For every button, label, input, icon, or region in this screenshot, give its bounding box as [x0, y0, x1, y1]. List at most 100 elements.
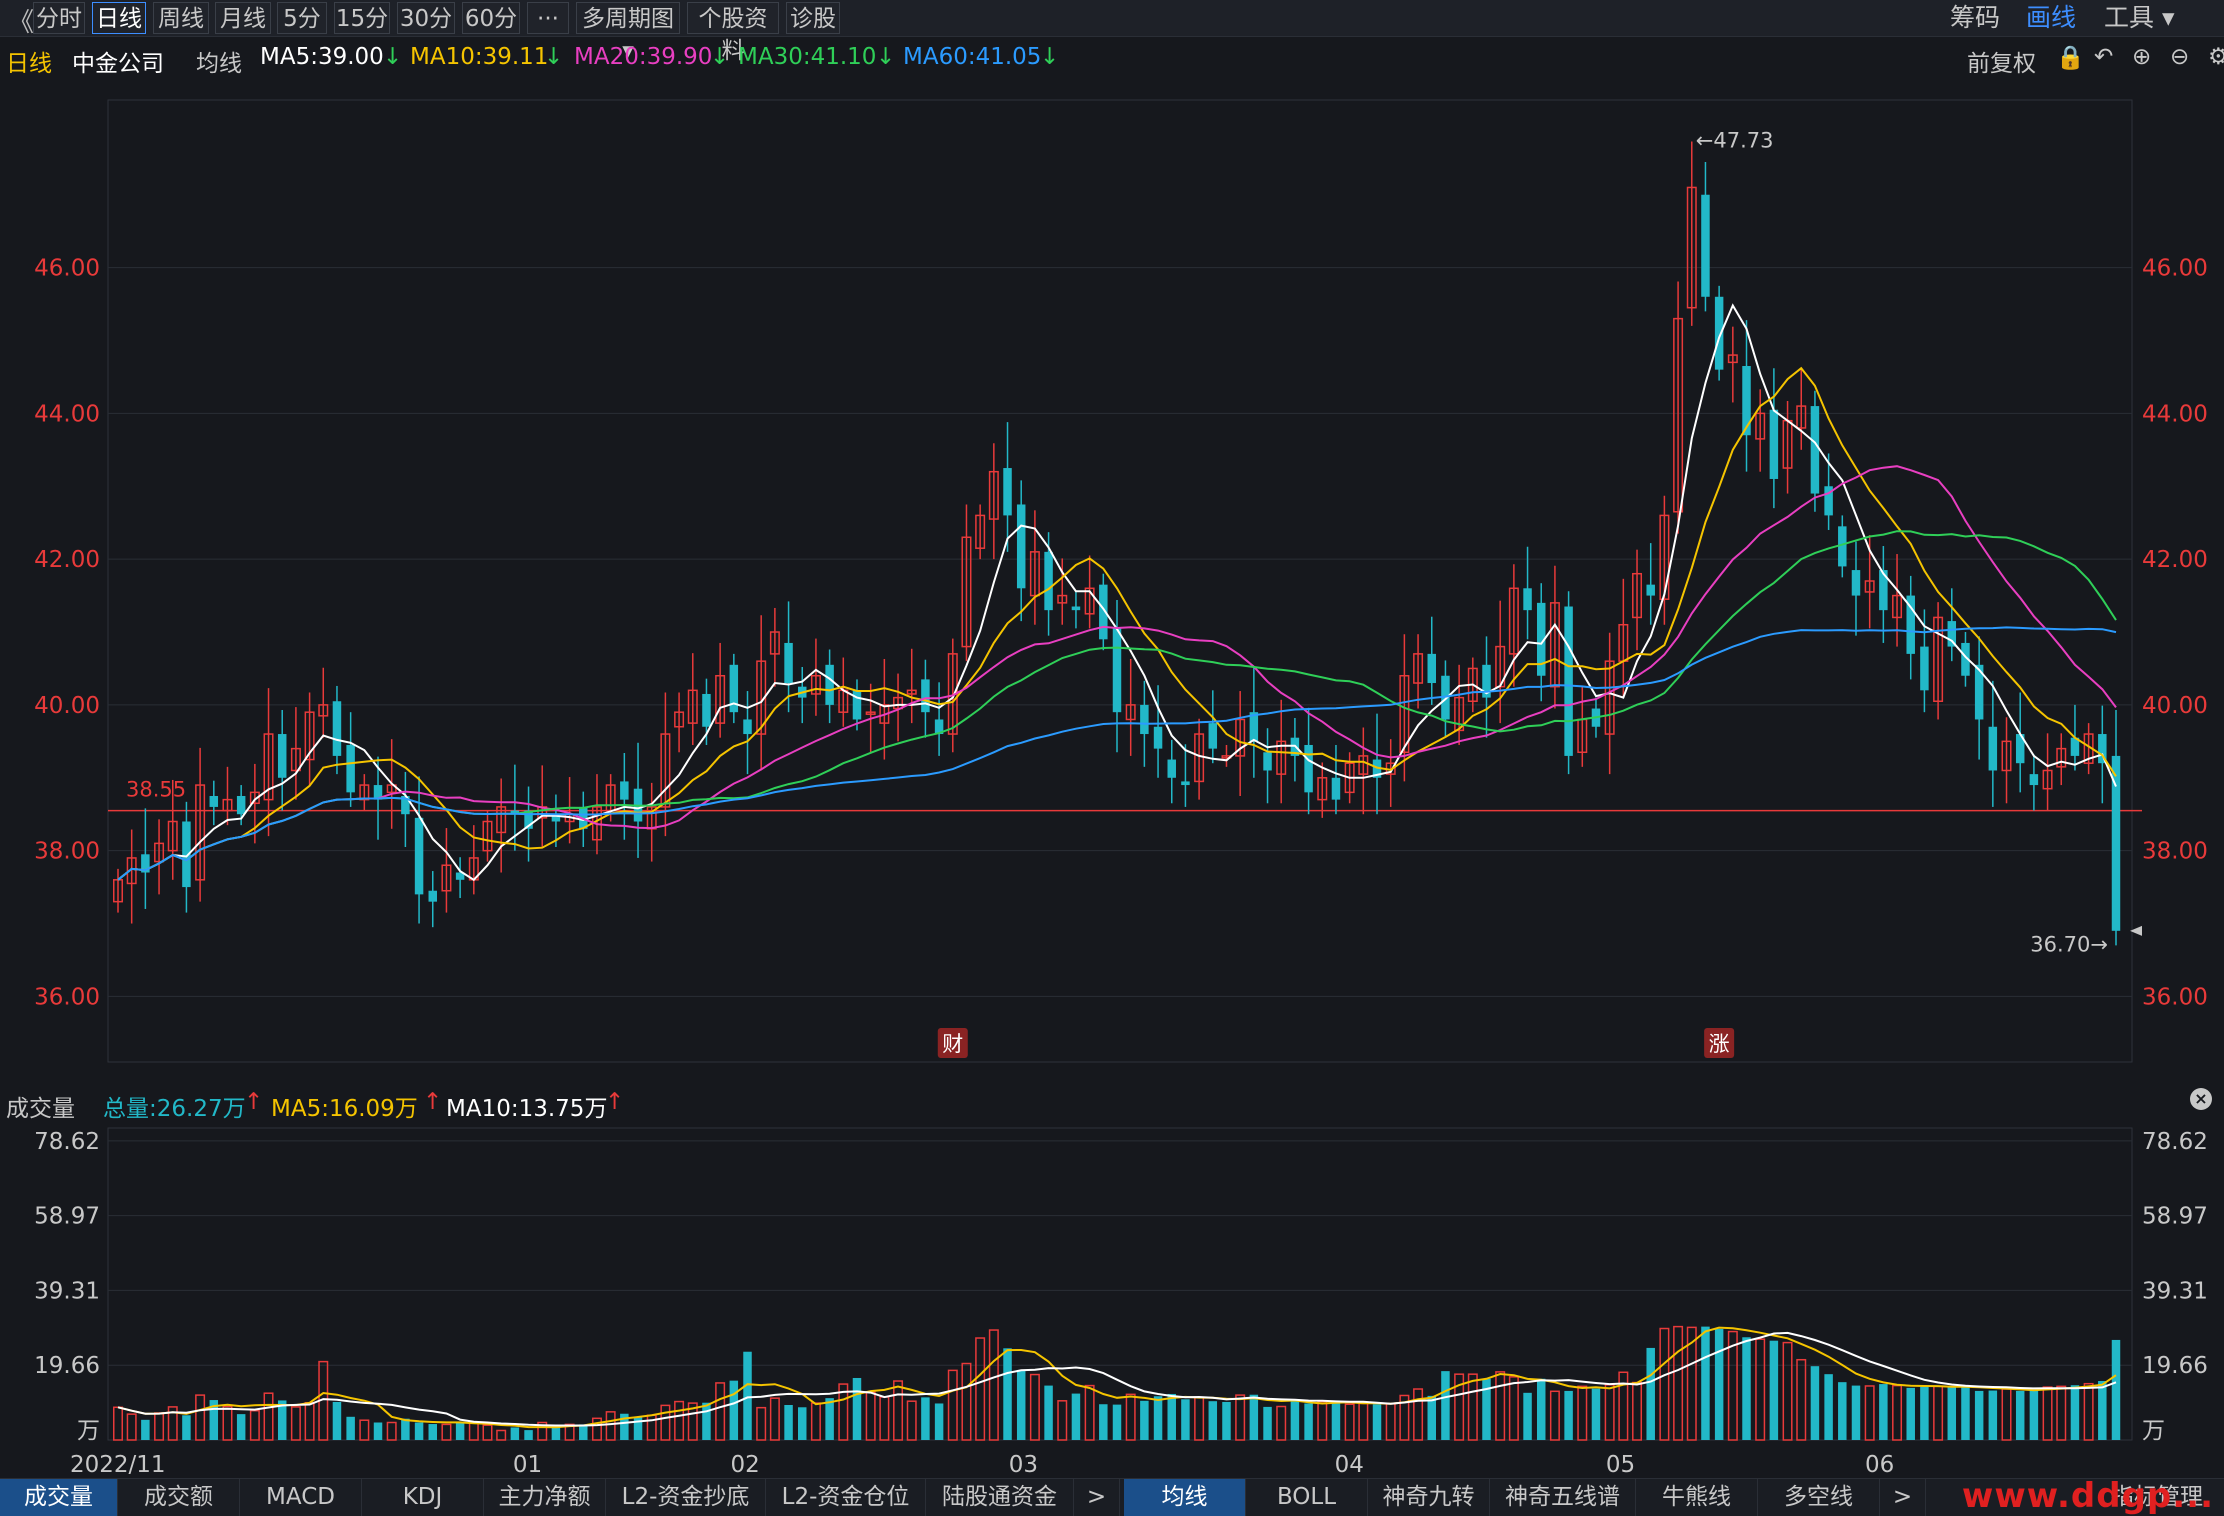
candle-body-down — [1167, 759, 1176, 778]
volume-ma5: MA5:16.09万 — [271, 1096, 418, 1122]
candle-body-up — [249, 791, 260, 805]
high-annotation: ←47.73 — [1696, 129, 1774, 153]
tab-30min[interactable]: 30分 — [397, 2, 455, 34]
scroll-right-icon[interactable]: > — [1074, 1479, 1120, 1516]
tab-weekly[interactable]: 周线 — [153, 2, 209, 34]
volume-bar-down — [1441, 1371, 1450, 1440]
x-axis-label: 01 — [513, 1452, 542, 1478]
candle-body-down — [729, 664, 739, 713]
volume-bar-down — [346, 1416, 355, 1440]
tab-15min[interactable]: 15分 — [334, 2, 390, 34]
price-plot-frame — [107, 99, 2133, 1063]
volume-bar-down — [182, 1415, 191, 1440]
volume-tick-right: 78.62 — [2142, 1129, 2208, 1155]
volume-bar-up — [126, 1413, 137, 1441]
tab-boll[interactable]: BOLL — [1246, 1479, 1368, 1516]
zoom-in-icon[interactable]: ⊕ — [2132, 44, 2152, 70]
tab-kdj[interactable]: KDJ — [362, 1479, 484, 1516]
price-tick-right: 46.00 — [2142, 256, 2208, 282]
volume-bar-down — [1181, 1399, 1190, 1440]
indicator-manage-button[interactable]: 指标管理 — [2111, 1484, 2203, 1510]
volume-bar-up — [1673, 1325, 1684, 1441]
lock-icon[interactable]: 🔒 — [2056, 45, 2085, 71]
scroll-right-icon-2[interactable]: > — [1880, 1479, 1926, 1516]
volume-chart[interactable]: 78.62 78.62 58.97 58.97 39.31 39.31 19.66 19.66… — [0, 1122, 2224, 1478]
candle-body-down — [1112, 628, 1122, 713]
tab-bull-bear[interactable]: 牛熊线 — [1636, 1479, 1758, 1516]
tools-dropdown[interactable]: 工具 ▾ — [2104, 3, 2175, 32]
volume-bar-down — [1071, 1393, 1081, 1440]
tab-volume[interactable]: 成交量 — [0, 1479, 118, 1516]
candle-body-down — [510, 810, 520, 815]
tab-diagnose[interactable]: 诊股 — [786, 2, 840, 34]
event-marker-2: 涨 — [1704, 1028, 1735, 1058]
candle-body-up — [496, 806, 507, 834]
volume-bar-down — [743, 1351, 752, 1440]
volume-bar-down — [1167, 1393, 1176, 1440]
volume-bar-down — [277, 1400, 287, 1440]
candle-body-down — [1906, 595, 1915, 654]
volume-bar-up — [304, 1401, 315, 1441]
watermark-text: www.ddgp... — [1961, 1476, 2214, 1516]
volume-bar-up — [386, 1421, 397, 1441]
candle-body-down — [1742, 366, 1751, 436]
tab-magic-nine[interactable]: 神奇九转 — [1368, 1479, 1490, 1516]
multi-period-dropdown[interactable]: 多周期图 ▾ — [576, 2, 680, 64]
ma10-down-arrow-icon: ↓ — [544, 44, 564, 70]
volume-bar-up — [2083, 1382, 2094, 1441]
tab-turnover[interactable]: 成交额 — [118, 1479, 240, 1516]
ma-label[interactable]: 均线 — [196, 51, 242, 77]
candle-body-down — [1372, 759, 1382, 778]
candle-body-down — [1181, 781, 1190, 786]
low-annotation: 36.70→ — [2030, 932, 2108, 956]
chips-button[interactable]: 筹码 — [1950, 3, 2001, 32]
tab-magic-five[interactable]: 神奇五线谱 — [1490, 1479, 1636, 1516]
adjust-label[interactable]: 前复权 — [1967, 51, 2036, 77]
tab-l2-bottom[interactable]: L2-资金抄底 — [606, 1479, 766, 1516]
volume-bar-up — [687, 1402, 698, 1441]
back-icon[interactable]: 《 — [8, 8, 35, 38]
volume-bar-up — [591, 1417, 602, 1441]
volume-tick-left: 万 — [77, 1418, 100, 1444]
ma5-value: MA5:39.00 — [260, 44, 384, 70]
candle-body-up — [1235, 718, 1246, 757]
more-icon[interactable]: ··· — [527, 2, 569, 34]
tab-monthly[interactable]: 月线 — [215, 2, 271, 34]
tab-main-net[interactable]: 主力净额 — [484, 1479, 606, 1516]
volume-bar-down — [1112, 1404, 1122, 1440]
tab-long-short[interactable]: 多空线 — [1758, 1479, 1880, 1516]
draw-line-button[interactable]: 画线 — [2026, 3, 2077, 32]
x-axis-label: 03 — [1009, 1452, 1038, 1478]
volume-tick-left: 78.62 — [34, 1129, 100, 1155]
tab-l2-position[interactable]: L2-资金仓位 — [766, 1479, 926, 1516]
price-chart[interactable]: 46.00 46.00 44.00 44.00 42.00 42.00 40.00 40.00… — [0, 82, 2224, 1082]
tab-60min[interactable]: 60分 — [462, 2, 520, 34]
candle-body-up — [318, 704, 329, 717]
candle-body-down — [346, 744, 355, 793]
volume-tick-left: 39.31 — [34, 1278, 100, 1304]
close-indicator-icon[interactable]: × — [2190, 1088, 2212, 1110]
tab-ma[interactable]: 均线 — [1124, 1479, 1246, 1516]
tab-stock-info[interactable]: 个股资料 — [687, 2, 779, 64]
volume-bar-up — [1399, 1394, 1410, 1441]
undo-icon[interactable]: ↶ — [2094, 44, 2114, 70]
ma-legend-bar: 日线 中金公司 均线 MA5:39.00 ↓ MA10:39.11 ↓ MA20… — [0, 38, 2224, 82]
volume-bar-up — [222, 1405, 233, 1441]
tab-5min[interactable]: 5分 — [277, 2, 327, 34]
candle-body-down — [702, 693, 711, 727]
volume-bar-up — [195, 1394, 206, 1441]
settings-icon[interactable]: ⚙ — [2208, 44, 2224, 70]
indicator-tabs: 成交量 成交额 MACD KDJ 主力净额 L2-资金抄底 L2-资金仓位 陆股… — [0, 1478, 2224, 1516]
tab-timeshare[interactable]: 分时 — [33, 2, 85, 34]
tab-northbound[interactable]: 陆股通资金 — [926, 1479, 1074, 1516]
tab-macd[interactable]: MACD — [240, 1479, 362, 1516]
tab-daily[interactable]: 日线 — [92, 2, 146, 34]
volume-ma5-line — [117, 1326, 2117, 1429]
candle-body-up — [222, 798, 233, 812]
volume-bar-up — [496, 1429, 507, 1441]
candle-body-down — [852, 690, 862, 720]
volume-bar-up — [1604, 1384, 1615, 1441]
candle-body-down — [1988, 726, 1998, 771]
zoom-out-icon[interactable]: ⊖ — [2170, 44, 2190, 70]
volume-bar-down — [1824, 1374, 1833, 1440]
